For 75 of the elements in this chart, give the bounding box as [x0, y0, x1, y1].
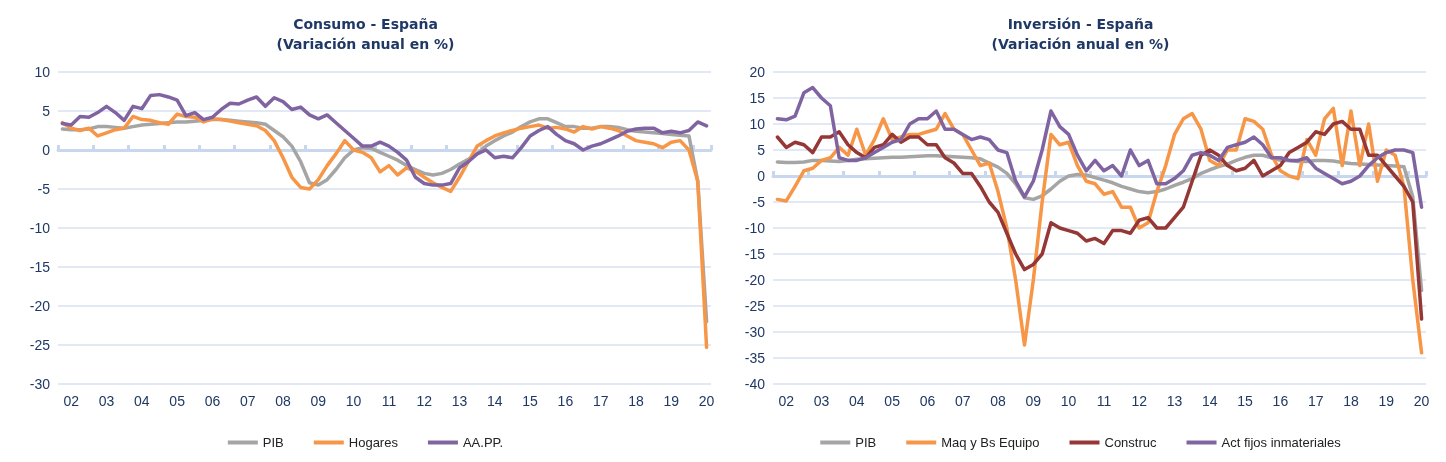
- y-tick-label: 0: [42, 142, 51, 158]
- x-tick-label: 08: [990, 393, 1007, 409]
- x-tick-label: 03: [813, 393, 830, 409]
- x-tick-label: 11: [381, 393, 397, 409]
- x-tick-label: 05: [169, 393, 186, 409]
- x-tick-label: 02: [63, 393, 80, 409]
- x-tick-label: 20: [698, 393, 715, 409]
- x-tick-label: 16: [557, 393, 574, 409]
- x-tick-label: 07: [954, 393, 971, 409]
- line-series: [775, 119, 1424, 321]
- legend-label: PIB: [262, 435, 284, 450]
- y-tick-label: -40: [744, 376, 766, 392]
- x-tick-label: 19: [1378, 393, 1395, 409]
- x-tick-label: 07: [239, 393, 256, 409]
- legend-label: PIB: [855, 435, 877, 450]
- y-tick-label: 5: [42, 103, 51, 119]
- x-tick-label: 09: [310, 393, 327, 409]
- x-tick-label: 10: [1060, 393, 1077, 409]
- y-tick-label: 10: [749, 116, 766, 132]
- legend-label: Hogares: [348, 435, 399, 450]
- y-tick-label: -35: [744, 350, 766, 366]
- legend-label: Act fijos inmateriales: [1221, 435, 1342, 450]
- x-tick-label: 19: [663, 393, 680, 409]
- y-tick-label: 15: [749, 90, 766, 106]
- x-tick-label: 12: [1131, 393, 1148, 409]
- line-series: [775, 85, 1424, 209]
- y-tick-label: -5: [37, 181, 51, 197]
- x-tick-label: 05: [884, 393, 901, 409]
- chart-title: Inversión - España: [1007, 16, 1154, 32]
- x-tick-label: 14: [487, 393, 503, 409]
- y-tick-label: -20: [29, 298, 51, 314]
- legend-label: Construc: [1104, 435, 1158, 450]
- x-tick-label: 13: [451, 393, 468, 409]
- y-tick-label: 20: [749, 64, 766, 80]
- y-tick-label: 5: [757, 142, 766, 158]
- y-tick-label: 10: [34, 64, 51, 80]
- x-tick-label: 20: [1413, 393, 1430, 409]
- x-tick-label: 11: [1096, 393, 1112, 409]
- x-tick-label: 06: [204, 393, 221, 409]
- x-tick-label: 04: [849, 393, 865, 409]
- chart-subtitle: (Variación anual en %): [991, 36, 1170, 52]
- x-tick-label: 14: [1202, 393, 1218, 409]
- x-tick-label: 17: [592, 393, 609, 409]
- y-tick-label: -15: [29, 259, 51, 275]
- x-tick-label: 10: [345, 393, 362, 409]
- x-tick-label: 18: [628, 393, 644, 409]
- x-tick-label: 09: [1025, 393, 1042, 409]
- y-tick-label: -20: [744, 272, 766, 288]
- y-tick-label: -10: [29, 220, 51, 236]
- y-tick-label: -30: [744, 324, 766, 340]
- legend-label: AA.PP.: [462, 435, 504, 450]
- line-series: [60, 92, 709, 187]
- x-tick-label: 15: [1237, 393, 1254, 409]
- y-tick-label: -25: [29, 337, 51, 353]
- y-tick-label: 0: [757, 168, 766, 184]
- x-tick-label: 04: [134, 393, 150, 409]
- x-tick-label: 06: [919, 393, 936, 409]
- line-series: [775, 106, 1424, 355]
- x-tick-label: 17: [1307, 393, 1324, 409]
- chart-subtitle: (Variación anual en %): [276, 36, 455, 52]
- y-tick-label: -5: [752, 194, 766, 210]
- y-tick-label: -15: [744, 246, 766, 262]
- chart-title: Consumo - España: [293, 16, 438, 32]
- x-tick-label: 03: [98, 393, 115, 409]
- legend-label: Maq y Bs Equipo: [941, 435, 1040, 450]
- x-tick-label: 02: [778, 393, 795, 409]
- y-tick-label: -25: [744, 298, 766, 314]
- y-tick-label: -30: [29, 376, 51, 392]
- x-tick-label: 16: [1272, 393, 1289, 409]
- y-tick-label: -10: [744, 220, 766, 236]
- x-tick-label: 12: [416, 393, 433, 409]
- x-tick-label: 18: [1343, 393, 1359, 409]
- x-tick-label: 15: [522, 393, 539, 409]
- x-tick-label: 08: [275, 393, 292, 409]
- x-tick-label: 13: [1166, 393, 1183, 409]
